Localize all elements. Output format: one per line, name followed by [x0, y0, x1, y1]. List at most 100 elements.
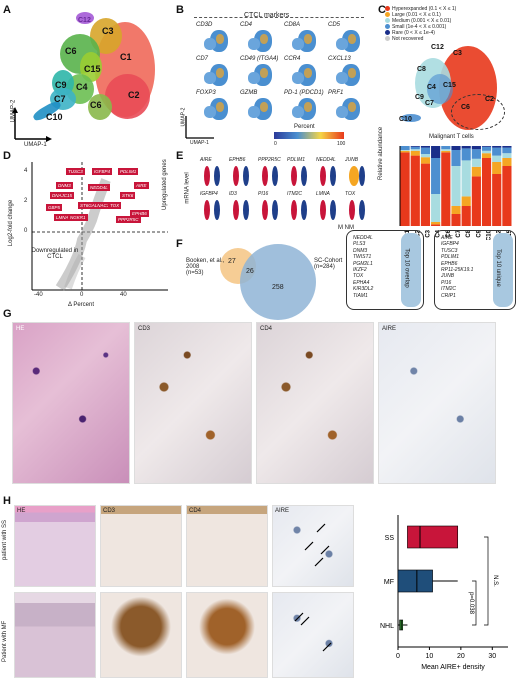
stacked-bar-segment	[492, 146, 502, 148]
gene-tag: AIRE	[134, 182, 149, 189]
clonotype-legend-item: Not recovered	[385, 36, 423, 42]
stacked-bar-segment	[431, 194, 441, 222]
cluster-label: C15	[443, 82, 456, 89]
clonotype-legend-item: Rare (0 < X ≤ 1e-4)	[385, 30, 435, 36]
cluster-label: C2	[128, 90, 140, 100]
gene-tag: GBP5	[46, 204, 63, 211]
gene-tag: DNAJC15	[50, 192, 75, 199]
mf-he	[14, 592, 96, 678]
gene-tag: LMNA	[54, 214, 71, 221]
volcano-plot: Upregulated genes Downregulated in CTCL …	[8, 159, 174, 310]
gene-tag: DNM3	[56, 182, 73, 189]
unique-gene: TUSC3	[441, 247, 458, 254]
cluster-label: C4	[427, 84, 436, 91]
downregulated-label: Downregulated in CTCL	[31, 248, 79, 260]
axis-arrows-icon	[185, 116, 214, 139]
stacked-bar-segment	[451, 146, 461, 150]
violin-shape	[272, 200, 278, 220]
cluster-label: C9	[415, 94, 424, 101]
violin-shape	[320, 200, 326, 220]
stacked-bar-segment	[461, 160, 471, 197]
x-tick: 0	[80, 292, 84, 298]
cluster-label: C6	[65, 46, 77, 56]
colorbar-min: 0	[274, 141, 277, 147]
box-iqr	[407, 525, 459, 549]
stacked-bar-segment	[410, 150, 420, 156]
marker-feature-plot	[202, 98, 231, 121]
violin-shape	[204, 200, 210, 220]
unique-gene: ITM2C	[441, 286, 456, 293]
violin-shape	[233, 200, 239, 220]
overlap-gene: TIAM1	[353, 292, 368, 299]
cluster-label: C8	[417, 66, 426, 73]
violin-gene-label: TOX	[345, 191, 356, 197]
bar-category-label: C10	[487, 229, 493, 240]
bar-category-label: C6	[446, 229, 452, 237]
violin-shape	[262, 200, 268, 220]
stacked-bar-segment	[400, 150, 410, 153]
title-rule	[194, 17, 364, 18]
stacked-bar-segment	[431, 224, 441, 226]
box-category-label: NHL	[380, 623, 394, 630]
bar-category-label: C9	[476, 229, 482, 237]
stacked-bar-segment	[441, 146, 451, 150]
panel-label-g: G	[3, 308, 12, 320]
stacked-bar-segment	[471, 176, 481, 226]
ss-cd3: CD3	[100, 505, 182, 587]
venn-right-count: 258	[272, 284, 284, 291]
stacked-bar-segment	[471, 166, 481, 177]
axis-label-x: UMAP-1	[190, 140, 209, 146]
stacked-bar-segment	[502, 146, 512, 148]
stacked-bar-segment	[431, 222, 441, 225]
marker-feature-plot	[290, 64, 319, 87]
row-label-ss: patient with SS	[2, 519, 8, 560]
unique-gene: JUNB	[441, 273, 455, 280]
stacked-bar-segment	[410, 146, 420, 147]
y-tick: 0	[24, 228, 28, 234]
stacked-bar-segment	[441, 150, 451, 153]
panel-label-a: A	[3, 4, 11, 16]
marker-feature-plot	[202, 64, 231, 87]
axis-label-y: UMAP-2	[180, 107, 187, 127]
violin-xlabels: M NM	[338, 225, 355, 231]
overlap-gene: KIR3DL2	[353, 286, 374, 293]
cluster-label: C6	[461, 104, 470, 111]
box-category-label: MF	[384, 579, 394, 586]
violin-shape	[301, 200, 307, 220]
histology-cd4: CD4	[256, 322, 374, 484]
row-label-mf: Patient with MF	[2, 620, 8, 662]
marker-gene-label: CXCL13	[328, 56, 351, 62]
violin-gene-label: AIRE	[200, 157, 212, 163]
violin-gene-label: ID3	[229, 191, 237, 197]
panel-label-f: F	[176, 238, 183, 250]
panel-label-d: D	[3, 150, 11, 162]
cluster-label: C3	[102, 26, 114, 36]
violin-shape	[330, 200, 336, 220]
clonotype-legend-item: Hyperexpanded (0.1 < X ≤ 1)	[385, 6, 456, 12]
unique-title: Top 10 unique	[494, 249, 501, 287]
stacked-bar-segment	[461, 206, 471, 226]
violin-plot-grid: mRNA level AIRE EPHB6 PPP2R5C PDLIM1 NEDD4L J…	[185, 155, 376, 235]
stacked-bar-segment	[410, 146, 420, 150]
stacked-bar-segment	[410, 155, 420, 226]
overlap-gene: TWIST1	[353, 254, 372, 261]
overlap-gene: DNM3	[353, 247, 368, 254]
cluster-label: C12	[78, 17, 91, 24]
stacked-bar-segment	[451, 150, 461, 166]
marker-gene-label: GZMB	[240, 90, 258, 96]
stacked-bar-segment	[420, 147, 431, 154]
marker-gene-label: FOXP3	[196, 90, 216, 96]
violin-shape	[243, 200, 249, 220]
ss-cd4: CD4	[186, 505, 268, 587]
stacked-bar-segment	[451, 166, 461, 206]
violin-shape	[291, 166, 297, 186]
gene-tag: TOX	[108, 202, 122, 209]
violin-shape	[204, 166, 210, 186]
marker-feature-plot	[290, 30, 319, 53]
volcano-ylabel: Log2-fold change	[8, 199, 15, 247]
cluster-label: C4	[76, 82, 88, 92]
malignant-cluster-outline	[451, 94, 505, 130]
violin-shape	[320, 166, 326, 186]
violin-gene-label: PI16	[258, 191, 269, 197]
axis-label-y: UMAP-2	[10, 99, 17, 123]
